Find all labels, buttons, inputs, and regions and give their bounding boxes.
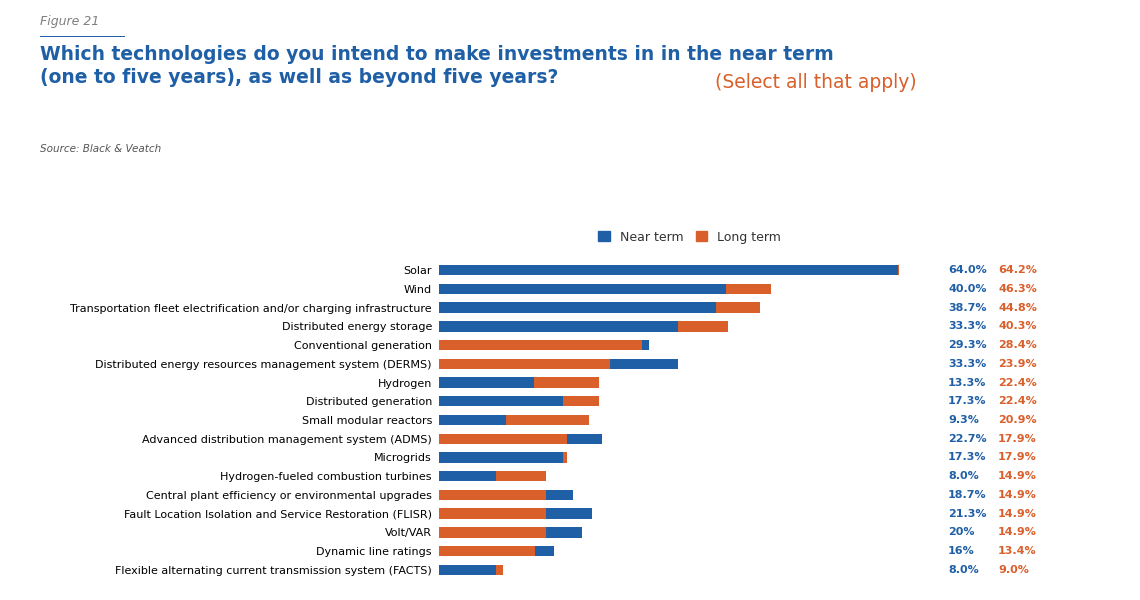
Bar <box>439 396 600 406</box>
Bar <box>439 508 592 519</box>
Text: 14.9%: 14.9% <box>999 490 1037 500</box>
Bar <box>439 546 535 556</box>
Bar <box>439 452 568 463</box>
Bar <box>439 321 727 332</box>
Text: 22.4%: 22.4% <box>999 396 1037 406</box>
Text: 44.8%: 44.8% <box>999 302 1037 313</box>
Text: 29.3%: 29.3% <box>948 340 986 350</box>
Bar <box>439 490 546 500</box>
Text: 64.0%: 64.0% <box>948 265 987 275</box>
Bar <box>439 565 504 575</box>
Text: 21.3%: 21.3% <box>948 509 986 518</box>
Text: 8.0%: 8.0% <box>948 471 979 481</box>
Text: 64.2%: 64.2% <box>999 265 1037 275</box>
Bar <box>439 527 583 538</box>
Text: 40.3%: 40.3% <box>999 322 1036 331</box>
Text: 20%: 20% <box>948 527 975 538</box>
Bar <box>439 340 643 350</box>
Bar <box>439 265 899 275</box>
Bar <box>439 471 496 481</box>
Bar <box>439 377 600 388</box>
Bar <box>439 508 546 519</box>
Bar <box>439 434 602 444</box>
Legend: Near term, Long term: Near term, Long term <box>594 226 785 248</box>
Text: 22.7%: 22.7% <box>948 434 986 444</box>
Bar <box>439 415 588 425</box>
Text: 28.4%: 28.4% <box>999 340 1037 350</box>
Bar <box>439 452 563 463</box>
Text: 38.7%: 38.7% <box>948 302 986 313</box>
Text: 13.3%: 13.3% <box>948 377 986 388</box>
Text: 14.9%: 14.9% <box>999 471 1037 481</box>
Bar <box>439 471 546 481</box>
Bar <box>439 340 649 350</box>
Text: 17.3%: 17.3% <box>948 396 986 406</box>
Text: Source: Black & Veatch: Source: Black & Veatch <box>40 144 161 154</box>
Bar <box>439 565 496 575</box>
Text: 22.4%: 22.4% <box>999 377 1037 388</box>
Text: 9.3%: 9.3% <box>948 415 979 425</box>
Bar <box>439 359 677 369</box>
Text: (Select all that apply): (Select all that apply) <box>709 73 917 92</box>
Bar <box>439 377 535 388</box>
Text: 40.0%: 40.0% <box>948 284 986 294</box>
Text: 33.3%: 33.3% <box>948 359 986 369</box>
Text: 14.9%: 14.9% <box>999 527 1037 538</box>
Bar <box>439 527 546 538</box>
Bar <box>439 359 610 369</box>
Bar <box>439 490 573 500</box>
Text: 17.9%: 17.9% <box>999 434 1037 444</box>
Text: 33.3%: 33.3% <box>948 322 986 331</box>
Text: 46.3%: 46.3% <box>999 284 1037 294</box>
Bar <box>439 321 677 332</box>
Text: Figure 21: Figure 21 <box>40 15 99 28</box>
Bar <box>439 546 554 556</box>
Bar <box>439 284 725 294</box>
Text: Which technologies do you intend to make investments in in the near term
(one to: Which technologies do you intend to make… <box>40 45 833 87</box>
Bar <box>439 302 716 313</box>
Bar <box>439 265 897 275</box>
Text: 17.3%: 17.3% <box>948 452 986 463</box>
Bar <box>439 415 505 425</box>
Text: 8.0%: 8.0% <box>948 565 979 575</box>
Bar <box>439 302 760 313</box>
Text: 20.9%: 20.9% <box>999 415 1036 425</box>
Text: 17.9%: 17.9% <box>999 452 1037 463</box>
Text: 13.4%: 13.4% <box>999 546 1036 556</box>
Text: 16%: 16% <box>948 546 975 556</box>
Text: 14.9%: 14.9% <box>999 509 1037 518</box>
Text: 9.0%: 9.0% <box>999 565 1029 575</box>
Bar <box>439 284 771 294</box>
Bar <box>439 396 563 406</box>
Bar <box>439 434 568 444</box>
Text: 23.9%: 23.9% <box>999 359 1036 369</box>
Text: 18.7%: 18.7% <box>948 490 986 500</box>
